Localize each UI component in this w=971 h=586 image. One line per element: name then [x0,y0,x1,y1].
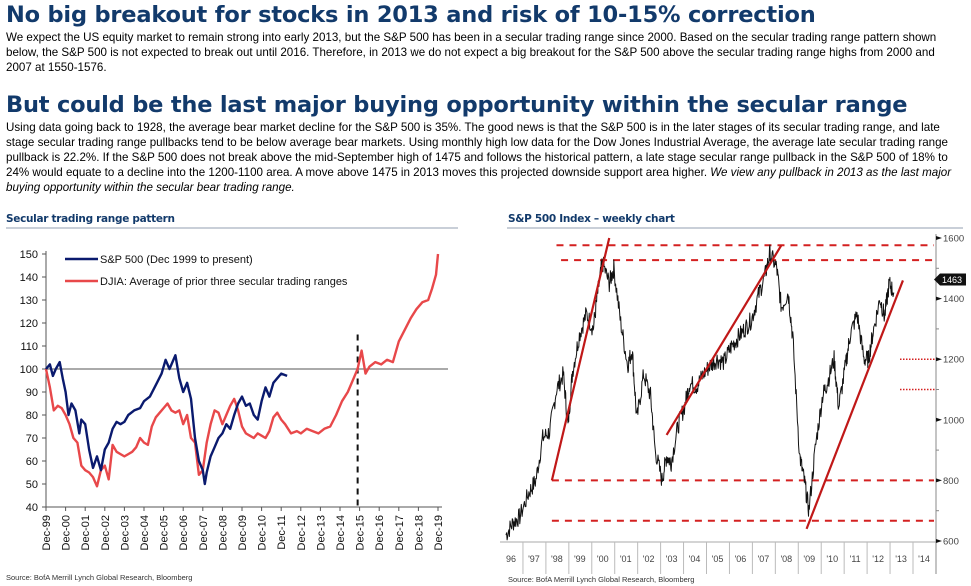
x-tick-label: Dec-17 [394,515,406,550]
x-tick-label: Dec-04 [139,515,151,550]
x-tick-label: Dec-10 [257,515,269,550]
y-tick-arrow [936,478,942,483]
x-tick-label: Dec-02 [100,515,112,550]
last-value-badge [934,273,966,286]
y-tick-label: 1000 [943,415,964,426]
y-tick-arrow [936,236,942,240]
x-tick-label: '12 [872,554,884,564]
x-tick-label: '13 [895,554,907,564]
x-tick-label: Dec-09 [237,515,249,550]
x-tick-label: Dec-07 [198,515,210,550]
x-tick-label: Dec-01 [80,515,92,550]
left-chart-title: Secular trading range pattern [6,213,175,225]
y-tick-label: 50 [26,479,38,491]
x-tick-label: Dec-06 [178,515,190,550]
trendline [805,280,904,530]
x-tick-label: Dec-99 [41,515,53,550]
y-tick-label: 1200 [943,355,964,366]
x-tick-label: Dec-13 [315,515,327,550]
x-tick-label: '05 [712,554,724,564]
y-tick-label: 1600 [943,234,964,245]
x-tick-label: Dec-18 [413,515,425,550]
paragraph-buying-opportunity: Using data going back to 1928, the avera… [6,120,956,195]
y-tick-label: 600 [943,537,959,548]
y-tick-arrow [936,417,942,422]
x-tick-label: '03 [666,554,678,564]
x-tick-label: '97 [528,554,540,564]
left-chart-source: Source: BofA Merrill Lynch Global Resear… [6,573,193,582]
sp500-price-line [505,244,895,541]
y-tick-label: 70 [26,433,38,445]
x-tick-label: '02 [643,554,655,564]
y-tick-label: 60 [26,456,38,468]
x-tick-label: Dec-16 [374,515,386,550]
left-title-rule [6,227,458,229]
x-tick-label: '09 [803,554,815,564]
x-tick-label: Dec-12 [296,515,308,550]
y-tick-arrow [936,296,942,301]
right-chart-source: Source: BofA Merrill Lynch Global Resear… [508,575,695,584]
x-tick-label: '11 [850,554,861,564]
x-tick-label: '98 [551,554,563,564]
x-tick-label: Dec-08 [217,515,229,550]
trendline [550,237,611,481]
x-tick-label: '01 [620,554,632,564]
y-tick-label: 40 [26,502,38,514]
y-tick-arrow [936,357,942,362]
x-tick-label: Dec-03 [119,515,131,550]
secular-range-chart: 40 50 60 70 80 90 100 110 120 130 140 150 Dec-99 Dec-… [20,249,448,550]
paragraph-main-text: Using data going back to 1928, the avera… [6,121,949,179]
x-tick-label: Dec-19 [433,515,445,550]
djia-series-line [44,253,440,488]
y-tick-label: 140 [20,272,38,284]
x-tick-label: '04 [689,554,701,564]
x-tick-label: '14 [918,554,930,564]
y-tick-label: 110 [20,341,38,353]
y-tick-label: 90 [26,387,38,399]
legend-label-sp500: S&P 500 (Dec 1999 to present) [100,254,253,266]
x-tick-label: '99 [574,554,586,564]
x-tick-label: '10 [826,554,838,564]
x-tick-label: Dec-00 [61,515,73,550]
y-tick-label: 130 [20,295,38,307]
trendline [665,244,783,436]
sp500-series-line [45,353,288,486]
x-tick-label: '07 [758,554,770,564]
right-chart-title: S&P 500 Index – weekly chart [508,213,675,225]
y-tick-label: 120 [20,318,38,330]
y-tick-label: 150 [20,249,38,261]
y-tick-label: 1400 [943,294,964,305]
y-tick-label: 800 [943,476,959,487]
x-tick-label: Dec-14 [335,515,347,550]
x-tick-label: Dec-15 [355,515,367,550]
last-value-label: 1463 [942,275,962,285]
y-tick-label: 100 [20,364,38,376]
x-tick-label: 96 [506,554,516,564]
x-tick-label: '00 [597,554,609,564]
x-tick-label: Dec-11 [276,515,288,550]
heading-buying-opportunity: But could be the last major buying oppor… [6,92,908,118]
y-tick-label: 80 [26,410,38,422]
heading-breakout: No big breakout for stocks in 2013 and r… [6,2,816,28]
y-tick-arrow [936,539,942,543]
paragraph-italic-text: We view any pullback in 2013 as the last… [6,166,952,194]
legend-label-djia: DJIA: Average of prior three secular tra… [100,276,348,288]
x-tick-label: '08 [780,554,792,564]
x-tick-label: Dec-05 [159,515,171,550]
x-tick-label: '06 [735,554,747,564]
sp500-weekly-chart: 96 '97 '98 '99 '00 '01 '02 '03 '04 '05 '06 '07 '08 '0… [500,234,966,574]
paragraph-breakout: We expect the US equity market to remain… [6,31,937,74]
right-title-rule [507,227,963,229]
